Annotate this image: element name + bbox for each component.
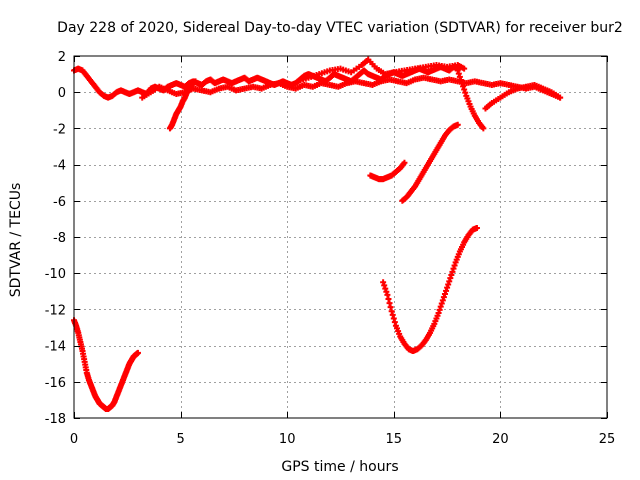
data-point bbox=[387, 304, 394, 311]
data-point bbox=[383, 288, 390, 295]
data-point bbox=[448, 272, 455, 279]
y-tick-label: -10 bbox=[45, 267, 66, 282]
data-point bbox=[390, 315, 397, 322]
data-point bbox=[480, 125, 487, 132]
series-rise-15.3 bbox=[399, 121, 461, 204]
data-point bbox=[454, 121, 461, 128]
series-dip-14.5-19 bbox=[380, 224, 480, 355]
data-point bbox=[445, 281, 452, 288]
y-tick-label: -4 bbox=[53, 159, 66, 174]
series-dip-0-3 bbox=[71, 317, 141, 412]
data-point bbox=[460, 83, 467, 90]
grid bbox=[74, 56, 607, 418]
data-point bbox=[384, 291, 391, 298]
data-point bbox=[473, 224, 480, 231]
data-point bbox=[386, 300, 393, 307]
data-point bbox=[435, 310, 442, 317]
x-tick-label: 15 bbox=[386, 432, 403, 447]
series-short-14 bbox=[367, 159, 408, 183]
data-point bbox=[391, 319, 398, 326]
data-point bbox=[446, 278, 453, 285]
data-point bbox=[450, 265, 457, 272]
data-point bbox=[389, 311, 396, 318]
data-point bbox=[444, 284, 451, 291]
series-upper-loop bbox=[294, 56, 468, 85]
series-rise-4.5 bbox=[166, 78, 199, 132]
data-point bbox=[382, 285, 389, 292]
data-point bbox=[457, 76, 464, 83]
data-point bbox=[462, 89, 469, 96]
data-point bbox=[441, 291, 448, 298]
data-point bbox=[451, 262, 458, 269]
data-point bbox=[439, 297, 446, 304]
data-point bbox=[438, 300, 445, 307]
data-point bbox=[437, 303, 444, 310]
y-tick-label: -16 bbox=[45, 376, 66, 391]
x-tick-label: 10 bbox=[279, 432, 296, 447]
data-point bbox=[385, 295, 392, 302]
data-point bbox=[456, 73, 463, 80]
x-tick-label: 20 bbox=[492, 432, 509, 447]
y-tick-label: -2 bbox=[53, 122, 66, 137]
data-point bbox=[454, 67, 461, 74]
data-point bbox=[443, 287, 450, 294]
data-point bbox=[461, 65, 468, 72]
series-drop-18 bbox=[454, 67, 487, 132]
data-point bbox=[440, 294, 447, 301]
data-point bbox=[401, 159, 408, 166]
x-tick-label: 25 bbox=[599, 432, 616, 447]
data-point bbox=[381, 282, 388, 289]
data-point bbox=[449, 268, 456, 275]
y-tick-label: 2 bbox=[58, 50, 66, 65]
y-tick-label: -14 bbox=[45, 340, 66, 355]
data-point bbox=[436, 306, 443, 313]
series-right-tail bbox=[482, 81, 564, 112]
x-tick-label: 5 bbox=[176, 432, 184, 447]
data-point bbox=[459, 80, 466, 87]
y-tick-label: -12 bbox=[45, 303, 66, 318]
data-point bbox=[461, 86, 468, 93]
x-axis-label: GPS time / hours bbox=[281, 459, 398, 475]
chart-title: Day 228 of 2020, Sidereal Day-to-day VTE… bbox=[57, 20, 623, 36]
data-points bbox=[71, 56, 564, 412]
y-tick-label: -6 bbox=[53, 195, 66, 210]
axis-ticks: 0 5 10 15 20 25 -18 -16 -14 -12 -10 -8 -6 -4 -2 0 2 bbox=[45, 50, 616, 447]
x-tick-label: 0 bbox=[70, 432, 78, 447]
data-point bbox=[447, 275, 454, 282]
y-tick-label: 0 bbox=[58, 86, 66, 101]
data-point bbox=[455, 70, 462, 77]
y-axis-label: SDTVAR / TECUs bbox=[8, 183, 24, 298]
data-point bbox=[192, 78, 199, 85]
data-point bbox=[557, 94, 564, 101]
y-tick-label: -8 bbox=[53, 231, 66, 246]
data-point bbox=[380, 279, 387, 286]
data-point bbox=[388, 308, 395, 315]
y-tick-label: -18 bbox=[45, 412, 66, 427]
data-point bbox=[134, 349, 141, 356]
